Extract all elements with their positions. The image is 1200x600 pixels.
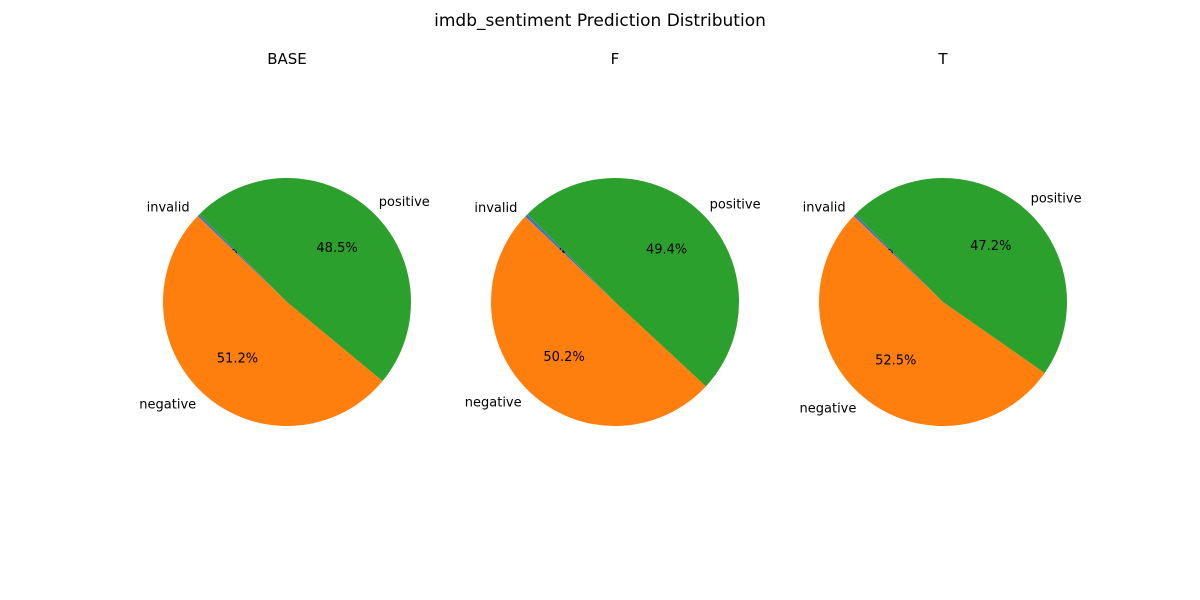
- pie-slice-positive: [855, 178, 1067, 373]
- pie-pct-label-negative: 51.2%: [217, 351, 258, 366]
- pie-category-label-negative: negative: [800, 401, 857, 416]
- pie-pct-label-positive: 47.2%: [970, 239, 1011, 254]
- pie-pct-label-negative: 52.5%: [875, 353, 916, 368]
- pie-category-label-negative: negative: [465, 395, 522, 410]
- pie-pct-label-positive: 49.4%: [646, 242, 687, 257]
- pie-slice-positive: [527, 178, 739, 387]
- pie-title: BASE: [267, 50, 307, 68]
- pie-slice-negative: [163, 215, 383, 426]
- pie-slice-positive: [199, 177, 412, 382]
- pie-slice-invalid: [853, 214, 943, 302]
- pie-pct-label-positive: 48.5%: [316, 241, 357, 256]
- pie-category-label-negative: negative: [139, 398, 196, 413]
- pie-category-label-invalid: invalid: [474, 201, 517, 216]
- pie-category-label-invalid: invalid: [803, 200, 846, 215]
- pie-slice-negative: [818, 215, 1045, 427]
- pie-slice-invalid: [197, 214, 287, 302]
- figure-title: imdb_sentiment Prediction Distribution: [434, 11, 766, 31]
- pie-category-label-positive: positive: [379, 195, 430, 210]
- pie-slice-invalid: [525, 214, 615, 302]
- pie-title: T: [937, 50, 948, 68]
- pie-title: F: [611, 50, 620, 68]
- pie-pct-label-negative: 50.2%: [543, 350, 584, 365]
- pie-category-label-positive: positive: [710, 198, 761, 213]
- pie-category-label-positive: positive: [1031, 191, 1082, 206]
- pie-category-label-invalid: invalid: [147, 200, 190, 215]
- pie-chart-base: BASE0.3%invalid51.2%negative48.5%positiv…: [139, 50, 430, 426]
- pie-slice-negative: [491, 216, 706, 426]
